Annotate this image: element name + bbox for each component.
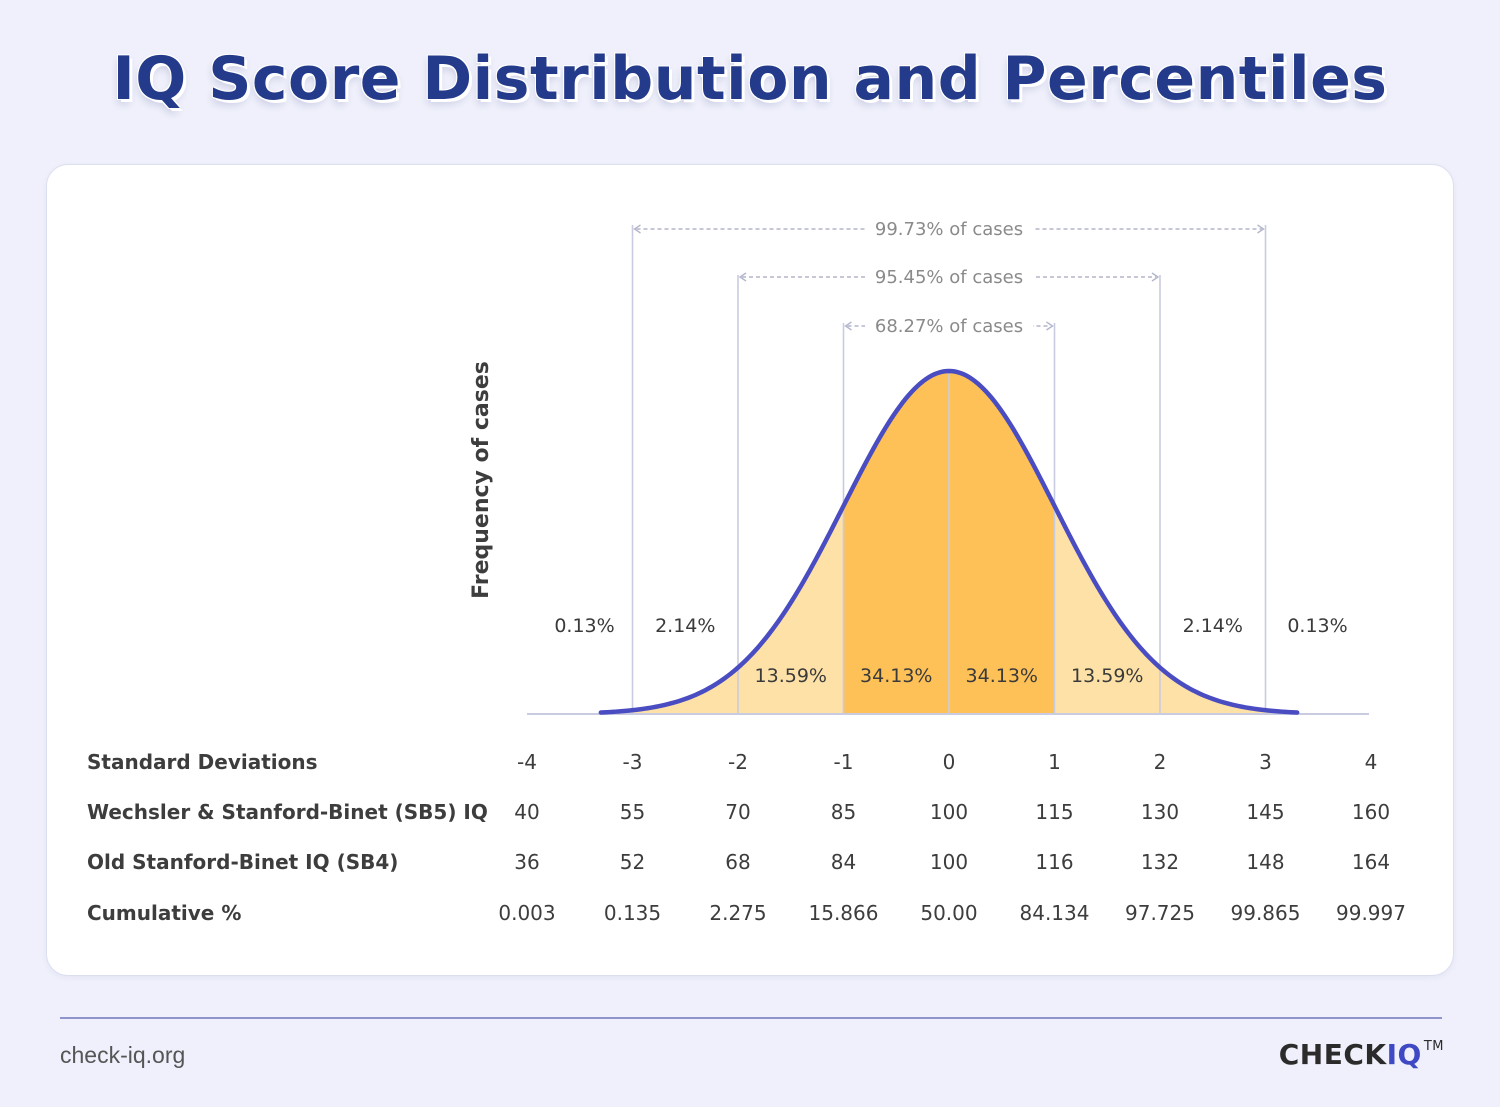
table-value-1-5: 115 <box>1035 800 1073 824</box>
range-label-bg-1 <box>865 265 1033 289</box>
range-bracket-arrow-right-1 <box>1151 272 1160 282</box>
footer-divider <box>60 1017 1442 1019</box>
table-value-3-2: 2.275 <box>709 901 766 925</box>
brand-logo-suffix: IQ <box>1386 1038 1422 1071</box>
site-url: check-iq.org <box>60 1042 186 1068</box>
segment-label-4: 34.13% <box>966 665 1038 687</box>
range-bracket-arrow-right-2 <box>1046 321 1054 331</box>
brand-logo: CHECKIQ TM <box>1279 1038 1444 1071</box>
outer-fill-area-1 <box>1054 505 1298 714</box>
table-value-2-2: 68 <box>725 850 750 874</box>
table-value-2-5: 116 <box>1035 850 1073 874</box>
segment-label-1: 2.14% <box>655 615 715 637</box>
table-values: -4 -3 -2 -1 0 1 2 3 4 40 55 70 85 100 115 130 145 160 36 52… <box>498 750 1406 925</box>
segment-label-0: 0.13% <box>554 615 614 637</box>
range-bracket-arrow-right-0 <box>1257 224 1265 234</box>
range-label-bg-0 <box>865 217 1033 241</box>
sd-guide-lines <box>631 225 1267 714</box>
table-value-1-7: 145 <box>1246 800 1284 824</box>
row-label-standard-deviations: Standard Deviations <box>87 750 318 774</box>
distribution-chart: 99.73% of cases 95.45% of cases 68.27% of … <box>469 217 1406 925</box>
table-value-3-0: 0.003 <box>498 901 555 925</box>
segment-label-7: 0.13% <box>1287 615 1347 637</box>
table-value-1-6: 130 <box>1141 800 1179 824</box>
table-value-1-8: 160 <box>1352 800 1390 824</box>
table-value-2-0: 36 <box>514 850 539 874</box>
table-value-0-1: -3 <box>623 750 643 774</box>
table-value-0-2: -2 <box>728 750 748 774</box>
range-brackets: 99.73% of cases 95.45% of cases 68.27% of … <box>633 217 1265 338</box>
row-label-wechsler-sb5: Wechsler & Stanford-Binet (SB5) IQ <box>87 800 488 824</box>
range-bracket-arrow-left-0 <box>633 224 641 234</box>
table-value-3-1: 0.135 <box>604 901 661 925</box>
table-value-3-3: 15.866 <box>809 901 879 925</box>
segment-percentage-labels: 0.13% 2.14% 13.59% 34.13% 34.13% 13.59% 2.14% 0… <box>554 615 1347 687</box>
table-value-3-7: 99.865 <box>1231 901 1301 925</box>
page-title: IQ Score Distribution and Percentiles <box>112 44 1388 114</box>
table-value-0-5: 1 <box>1048 750 1061 774</box>
segment-label-3: 34.13% <box>860 665 932 687</box>
trademark-mark: TM <box>1423 1039 1444 1054</box>
range-label-0: 99.73% of cases <box>875 219 1023 240</box>
table-value-2-1: 52 <box>620 850 645 874</box>
table-value-3-4: 50.00 <box>920 901 977 925</box>
range-label-2: 68.27% of cases <box>875 316 1023 337</box>
table-value-0-7: 3 <box>1259 750 1272 774</box>
table-value-1-3: 85 <box>831 800 856 824</box>
table-value-3-6: 97.725 <box>1125 901 1195 925</box>
table-value-2-4: 100 <box>930 850 968 874</box>
table-value-2-8: 164 <box>1352 850 1390 874</box>
brand-logo-prefix: CHECK <box>1278 1038 1387 1071</box>
range-label-1: 95.45% of cases <box>875 267 1023 288</box>
table-value-1-0: 40 <box>514 800 539 824</box>
table-value-1-4: 100 <box>930 800 968 824</box>
table-value-2-3: 84 <box>831 850 856 874</box>
table-value-2-7: 148 <box>1246 850 1284 874</box>
table-value-3-5: 84.134 <box>1020 901 1090 925</box>
table-value-3-8: 99.997 <box>1336 901 1406 925</box>
bell-curve <box>598 368 1300 715</box>
row-label-old-sb4: Old Stanford-Binet IQ (SB4) <box>87 850 399 874</box>
segment-label-6: 2.14% <box>1183 615 1243 637</box>
table-value-0-3: -1 <box>834 750 854 774</box>
table-value-1-2: 70 <box>725 800 750 824</box>
outer-fill-area-0 <box>600 505 844 714</box>
y-axis-label: Frequency of cases <box>469 361 494 599</box>
range-bracket-arrow-left-2 <box>844 321 852 331</box>
table-value-2-6: 132 <box>1141 850 1179 874</box>
table-value-0-8: 4 <box>1365 750 1378 774</box>
segment-label-2: 13.59% <box>755 665 827 687</box>
table-value-0-4: 0 <box>943 750 956 774</box>
range-bracket-arrow-left-1 <box>738 272 747 282</box>
range-label-bg-2 <box>865 314 1033 338</box>
row-label-cumulative-percent: Cumulative % <box>87 901 242 925</box>
chart-card: 99.73% of cases 95.45% of cases 68.27% of … <box>46 164 1454 976</box>
table-value-1-1: 55 <box>620 800 645 824</box>
segment-label-5: 13.59% <box>1071 665 1143 687</box>
y-axis-label-text: Frequency of cases <box>469 361 494 599</box>
table-value-0-0: -4 <box>517 750 537 774</box>
table-value-0-6: 2 <box>1154 750 1167 774</box>
bell-curve-line <box>598 368 1300 715</box>
